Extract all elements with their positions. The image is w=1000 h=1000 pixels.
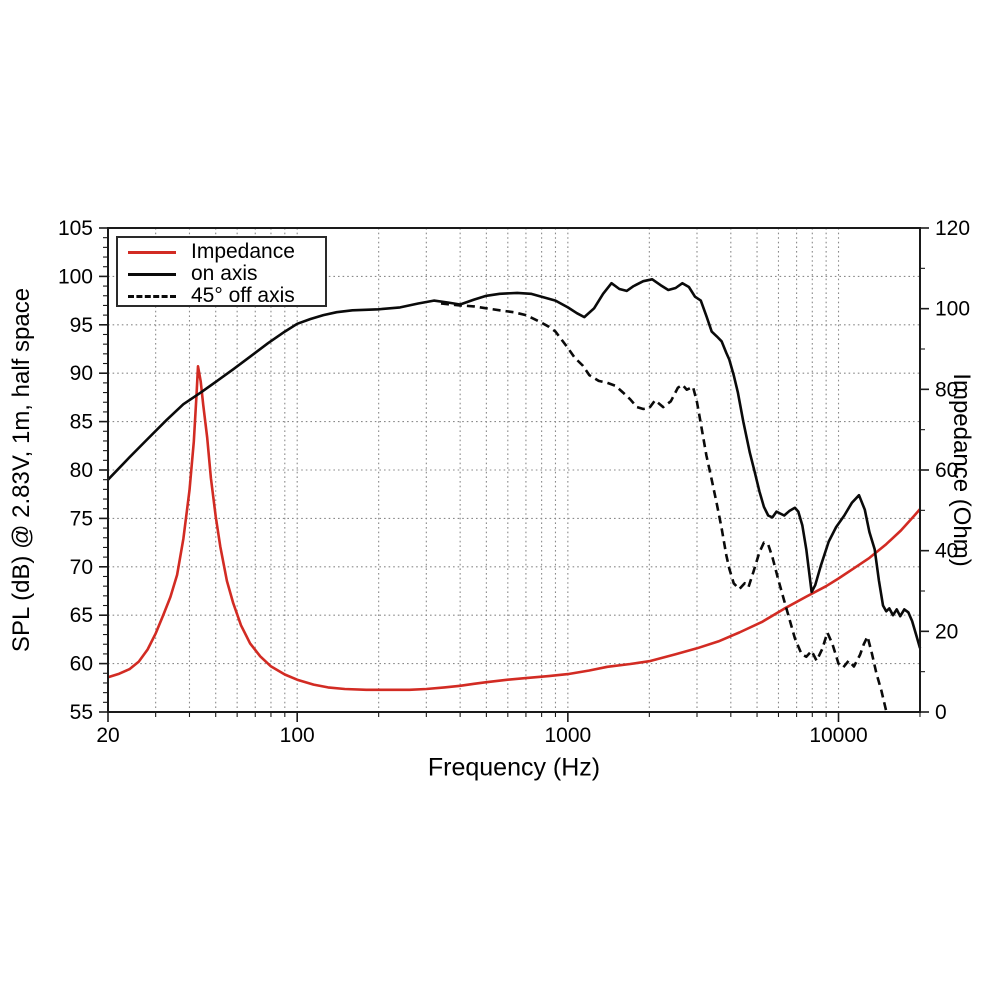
- y-left-tick-label: 95: [70, 314, 93, 337]
- legend-item-on-axis: on axis: [128, 263, 321, 285]
- x-axis-label: Frequency (Hz): [427, 753, 601, 782]
- curve-impedance: [107, 365, 921, 692]
- y-left-tick-label: 90: [70, 362, 93, 385]
- legend: Impedance on axis 45° off axis: [116, 236, 327, 307]
- y-right-tick-label: 100: [935, 298, 970, 321]
- y-right-tick-label: 20: [935, 620, 958, 643]
- y-left-tick-label: 105: [58, 217, 93, 240]
- on-axis-line-sample-icon: [128, 272, 176, 276]
- legend-item-impedance: Impedance: [128, 241, 321, 263]
- y-right-tick-label: 120: [935, 217, 970, 240]
- off-axis-line-sample-icon: [128, 294, 176, 298]
- y-left-tick-label: 60: [70, 653, 93, 676]
- x-tick-label: 10000: [809, 724, 867, 747]
- y-right-tick-label: 80: [935, 378, 958, 401]
- x-tick-label: 20: [96, 724, 119, 747]
- curve-on-axis: [107, 278, 922, 649]
- y-left-tick-label: 85: [70, 411, 93, 434]
- legend-label-impedance: Impedance: [191, 240, 295, 263]
- curve-45-off-axis: [440, 302, 888, 712]
- impedance-line-sample-icon: [128, 250, 176, 254]
- y-left-tick-label: 75: [70, 507, 93, 530]
- x-tick-label: 100: [280, 724, 315, 747]
- legend-item-45-off-axis: 45° off axis: [128, 285, 321, 307]
- y-right-tick-label: 40: [935, 540, 958, 563]
- y-right-tick-label: 60: [935, 459, 958, 482]
- legend-label-on-axis: on axis: [191, 262, 258, 285]
- y-axis-right-label: Impedance (Ohm): [948, 373, 975, 567]
- y-left-tick-label: 70: [70, 556, 93, 579]
- legend-label-45-off-axis: 45° off axis: [191, 284, 295, 307]
- y-left-tick-label: 100: [58, 265, 93, 288]
- y-right-tick-label: 0: [935, 701, 947, 724]
- x-tick-label: 1000: [544, 724, 591, 747]
- y-left-tick-label: 80: [70, 459, 93, 482]
- y-axis-left-label: SPL (dB) @ 2.83V, 1m, half space: [8, 287, 35, 653]
- y-left-tick-label: 55: [70, 701, 93, 724]
- y-left-tick-label: 65: [70, 604, 93, 627]
